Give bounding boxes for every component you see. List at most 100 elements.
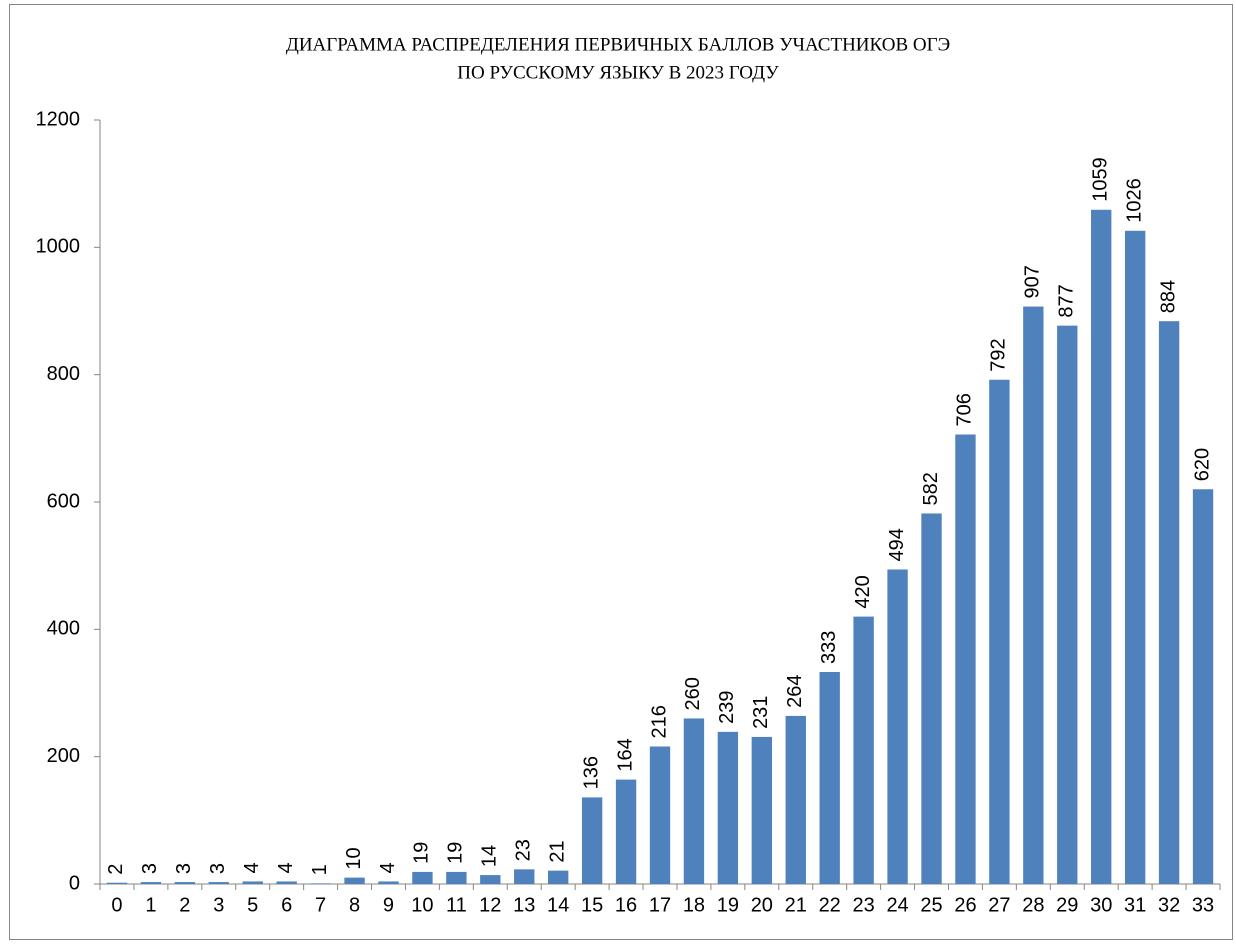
bar bbox=[1023, 306, 1044, 884]
bar bbox=[955, 434, 976, 884]
data-label: 239 bbox=[716, 690, 738, 723]
data-label: 884 bbox=[1157, 280, 1179, 313]
chart-frame bbox=[9, 4, 1233, 940]
data-label: 494 bbox=[886, 528, 908, 561]
data-label: 333 bbox=[818, 631, 840, 664]
x-tick-label: 6 bbox=[281, 894, 292, 916]
bar bbox=[514, 869, 535, 884]
x-tick-label: 12 bbox=[479, 894, 501, 916]
data-label: 10 bbox=[343, 847, 365, 869]
x-tick-label: 22 bbox=[819, 894, 841, 916]
data-label: 260 bbox=[682, 677, 704, 710]
x-tick-label: 17 bbox=[649, 894, 671, 916]
x-tick-label: 10 bbox=[411, 894, 433, 916]
bar bbox=[378, 881, 399, 884]
y-tick-label: 1200 bbox=[36, 108, 81, 130]
data-label: 19 bbox=[411, 842, 433, 864]
bar bbox=[1192, 489, 1214, 884]
bar bbox=[887, 569, 908, 884]
x-tick-label: 2 bbox=[179, 894, 190, 916]
x-tick-label: 18 bbox=[683, 894, 705, 916]
bar bbox=[819, 671, 840, 884]
x-tick-label: 23 bbox=[853, 894, 875, 916]
bar bbox=[412, 871, 433, 884]
chart-title: ДИАГРАММА РАСПРЕДЕЛЕНИЯ ПЕРВИЧНЫХ БАЛЛОВ… bbox=[286, 34, 950, 55]
x-tick-label: 13 bbox=[513, 894, 535, 916]
bar bbox=[208, 882, 229, 884]
data-label: 4 bbox=[377, 862, 399, 873]
bar bbox=[548, 870, 569, 884]
data-label: 3 bbox=[207, 863, 229, 874]
x-tick-label: 24 bbox=[886, 894, 908, 916]
data-label: 620 bbox=[1191, 448, 1213, 481]
data-label: 1059 bbox=[1089, 157, 1111, 202]
x-tick-label: 5 bbox=[247, 894, 258, 916]
bar bbox=[140, 882, 162, 884]
data-label: 4 bbox=[241, 862, 263, 873]
x-tick-label: 8 bbox=[349, 894, 360, 916]
bar bbox=[1124, 230, 1146, 884]
bar bbox=[276, 881, 297, 884]
y-tick-label: 200 bbox=[47, 745, 80, 767]
x-tick-label: 16 bbox=[615, 894, 637, 916]
bar bbox=[717, 731, 739, 884]
x-tick-label: 14 bbox=[547, 894, 569, 916]
x-tick-label: 0 bbox=[111, 894, 122, 916]
x-tick-label: 27 bbox=[988, 894, 1010, 916]
bar bbox=[615, 779, 637, 884]
data-label: 164 bbox=[614, 738, 636, 771]
data-label: 3 bbox=[139, 863, 161, 874]
data-label: 420 bbox=[852, 575, 874, 608]
bar bbox=[1091, 209, 1112, 884]
data-label: 1 bbox=[309, 864, 331, 875]
bar bbox=[310, 883, 331, 884]
bar bbox=[242, 881, 263, 884]
data-label: 14 bbox=[479, 845, 501, 867]
x-tick-label: 29 bbox=[1056, 894, 1078, 916]
data-label: 3 bbox=[173, 863, 195, 874]
y-tick-label: 800 bbox=[47, 363, 80, 385]
bar bbox=[989, 379, 1010, 884]
data-label: 19 bbox=[445, 842, 467, 864]
x-tick-label: 25 bbox=[920, 894, 942, 916]
x-tick-label: 31 bbox=[1124, 894, 1146, 916]
data-label: 136 bbox=[580, 756, 602, 789]
bar bbox=[921, 513, 942, 884]
x-tick-label: 7 bbox=[315, 894, 326, 916]
x-tick-label: 15 bbox=[581, 894, 603, 916]
x-tick-label: 3 bbox=[213, 894, 224, 916]
data-label: 264 bbox=[784, 675, 806, 708]
data-label: 2 bbox=[105, 864, 127, 875]
x-tick-label: 11 bbox=[446, 894, 467, 916]
y-tick-label: 400 bbox=[47, 618, 80, 640]
data-label: 4 bbox=[275, 862, 297, 873]
bar bbox=[106, 882, 128, 884]
x-tick-label: 9 bbox=[383, 894, 394, 916]
y-tick-label: 0 bbox=[69, 872, 80, 894]
bar bbox=[581, 797, 603, 884]
data-label: 907 bbox=[1022, 265, 1044, 298]
bar bbox=[853, 616, 874, 884]
data-label: 23 bbox=[513, 839, 535, 861]
bar bbox=[683, 718, 705, 884]
x-tick-label: 26 bbox=[954, 894, 976, 916]
data-label: 216 bbox=[648, 705, 670, 738]
data-label: 706 bbox=[954, 393, 976, 426]
data-label: 792 bbox=[988, 338, 1010, 371]
data-label: 582 bbox=[920, 472, 942, 505]
bar bbox=[174, 882, 196, 884]
y-tick-label: 600 bbox=[47, 490, 80, 512]
x-tick-label: 30 bbox=[1090, 894, 1112, 916]
bar bbox=[446, 871, 467, 884]
bar bbox=[344, 877, 365, 884]
bar bbox=[480, 875, 501, 884]
x-tick-label: 1 bbox=[145, 894, 156, 916]
bar bbox=[1057, 325, 1078, 885]
data-label: 21 bbox=[546, 840, 568, 862]
x-tick-label: 21 bbox=[785, 894, 807, 916]
bar bbox=[1158, 321, 1180, 885]
data-label: 231 bbox=[750, 696, 772, 729]
bar bbox=[785, 715, 806, 884]
data-label: 1026 bbox=[1123, 178, 1145, 223]
